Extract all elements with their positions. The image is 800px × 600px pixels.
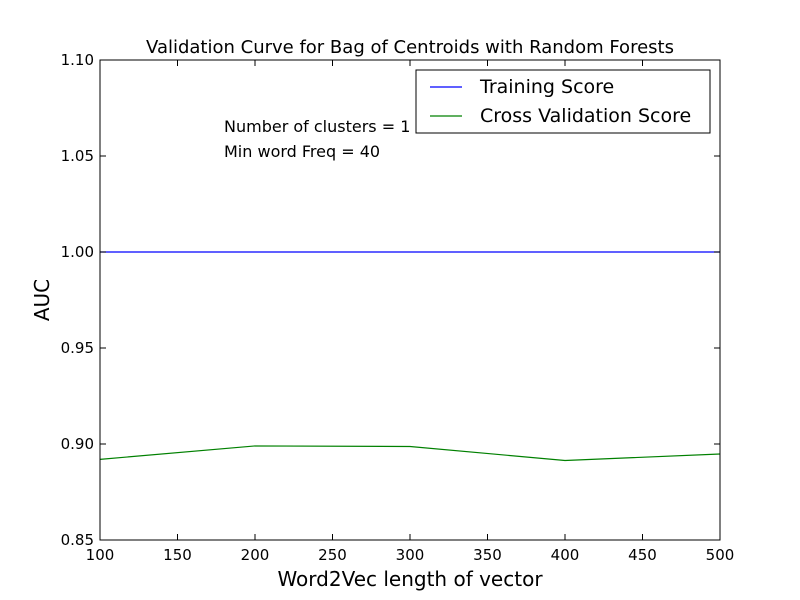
plot-frame — [99, 59, 721, 541]
annotations: Number of clusters = 1 Min word Freq = 4… — [224, 117, 410, 161]
x-tick-label: 450 — [628, 546, 657, 564]
y-tick-label: 0.95 — [61, 339, 94, 357]
x-tick-label: 250 — [318, 546, 347, 564]
annotation-min-word-freq: Min word Freq = 40 — [224, 142, 380, 161]
x-tick-label: 400 — [551, 546, 580, 564]
x-tick-label: 150 — [163, 546, 192, 564]
legend-label-cross-validation-score: Cross Validation Score — [480, 105, 691, 127]
annotation-clusters: Number of clusters = 1 — [224, 117, 410, 136]
y-tick-label: 0.85 — [61, 531, 94, 549]
series-line-cross-validation-score — [99, 445, 721, 462]
legend-label-training-score: Training Score — [479, 76, 614, 98]
chart-title: Validation Curve for Bag of Centroids wi… — [146, 37, 674, 58]
legend: Training Score Cross Validation Score — [415, 69, 711, 134]
y-tick-label: 1.00 — [61, 243, 94, 261]
x-tick-label: 300 — [396, 546, 425, 564]
y-tick-label: 1.10 — [61, 51, 94, 69]
x-axis-label: Word2Vec length of vector — [277, 567, 543, 591]
y-tick-label: 0.90 — [61, 435, 94, 453]
x-tick-label: 100 — [86, 546, 115, 564]
x-tick-label: 500 — [706, 546, 735, 564]
x-tick-label: 350 — [473, 546, 502, 564]
plot-series — [99, 251, 721, 462]
y-axis-label: AUC — [30, 279, 54, 321]
axis-ticks: 100 150 200 250 300 350 400 450 500 0.85 0.90 0.95 1… — [61, 51, 735, 564]
legend-box — [415, 69, 711, 134]
y-tick-label: 1.05 — [61, 147, 94, 165]
x-tick-label: 200 — [241, 546, 270, 564]
